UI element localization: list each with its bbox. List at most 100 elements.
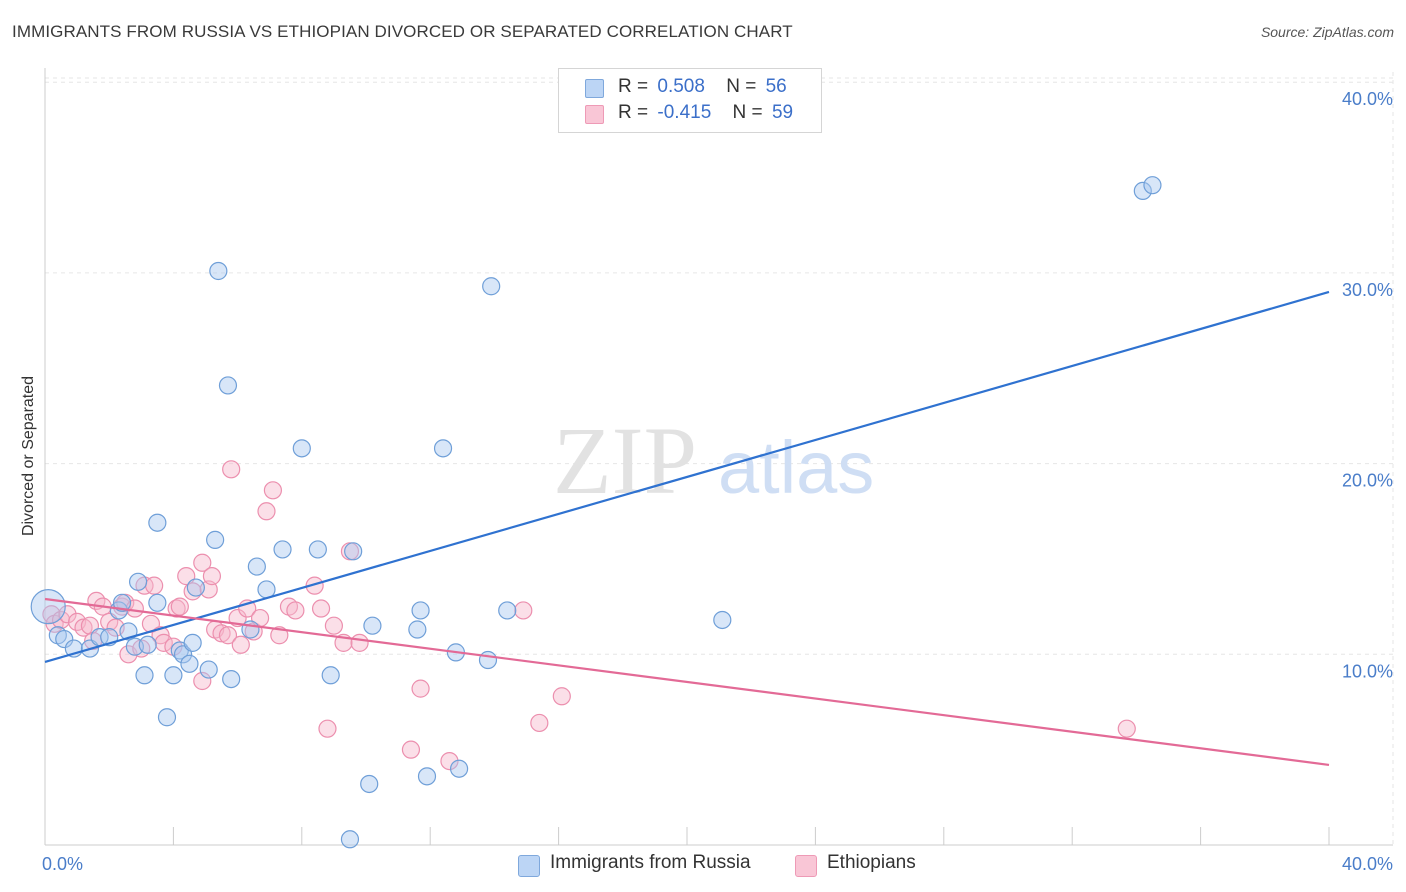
ethiopians-point bbox=[257, 502, 276, 521]
russia-point bbox=[138, 635, 157, 654]
watermark-atlas: atlas bbox=[718, 426, 874, 509]
russia-point bbox=[247, 557, 266, 576]
russia-point bbox=[321, 666, 340, 685]
russia-point bbox=[157, 708, 177, 727]
correlation-legend: R = 0.508 N = 56 R = -0.415 N = 59 bbox=[558, 68, 822, 133]
legend-swatch-ethiopians bbox=[585, 105, 604, 124]
ethiopians-point bbox=[350, 633, 369, 652]
y-tick-label: 20.0% bbox=[1342, 471, 1393, 491]
ethiopians-point bbox=[263, 481, 283, 500]
russia-point bbox=[180, 654, 199, 673]
russia-point bbox=[482, 277, 501, 296]
x-tick-label: 40.0% bbox=[1342, 854, 1393, 874]
russia-point bbox=[273, 540, 292, 559]
russia-point bbox=[433, 439, 453, 458]
ethiopians-point bbox=[218, 626, 238, 645]
russia-point bbox=[449, 759, 469, 778]
russia-point bbox=[206, 530, 225, 549]
ethiopians-point bbox=[193, 553, 212, 572]
russia-point bbox=[408, 620, 427, 639]
bottom-legend-swatch-russia bbox=[518, 855, 540, 877]
russia-point bbox=[241, 620, 260, 639]
russia-point bbox=[112, 593, 132, 612]
russia-point bbox=[148, 593, 167, 612]
russia-point bbox=[411, 601, 430, 620]
ethiopians-trend-line bbox=[44, 597, 1330, 766]
russia-point bbox=[713, 610, 732, 630]
chart-title: IMMIGRANTS FROM RUSSIA VS ETHIOPIAN DIVO… bbox=[12, 22, 793, 41]
x-tick-label: 0.0% bbox=[42, 854, 83, 874]
ethiopians-point bbox=[514, 601, 533, 620]
russia-point bbox=[308, 540, 327, 559]
tick-labels: 10.0% 20.0% 30.0% 40.0% 0.0% 40.0% bbox=[42, 89, 1393, 874]
russia-point bbox=[292, 439, 311, 458]
ethiopians-point bbox=[1117, 719, 1136, 738]
watermark-zip: ZIP bbox=[553, 407, 697, 514]
watermark: ZIP atlas bbox=[553, 407, 874, 514]
russia-point bbox=[340, 830, 360, 849]
ethiopians-point bbox=[154, 633, 173, 652]
russia-point bbox=[222, 669, 241, 689]
russia-point bbox=[128, 572, 148, 591]
russia-point bbox=[209, 261, 228, 281]
russia-point bbox=[199, 660, 218, 679]
y-axis-label: Divorced or Separated bbox=[20, 376, 37, 536]
russia-point bbox=[164, 666, 183, 685]
ethiopians-point bbox=[202, 567, 222, 586]
bottom-legend-label-ethiopians: Ethiopians bbox=[827, 852, 916, 873]
y-tick-label: 30.0% bbox=[1342, 280, 1393, 300]
ethiopians-point bbox=[170, 597, 189, 616]
ethiopians-point bbox=[411, 679, 430, 698]
ethiopians-point bbox=[193, 671, 212, 691]
legend-n-label: N = bbox=[726, 76, 757, 97]
bottom-legend-label-russia: Immigrants from Russia bbox=[550, 852, 751, 873]
ethiopians-point bbox=[286, 601, 305, 620]
ethiopians-point bbox=[270, 626, 289, 645]
legend-r-label: R = bbox=[618, 102, 649, 123]
legend-r-label: R = bbox=[618, 76, 649, 97]
legend-n-label: N = bbox=[732, 102, 763, 123]
ethiopians-point bbox=[212, 624, 231, 643]
russia-point bbox=[1133, 181, 1152, 200]
russia-trend-line bbox=[44, 290, 1330, 663]
russia-point bbox=[498, 601, 517, 620]
ethiopians-point bbox=[318, 719, 337, 738]
y-tick-label: 10.0% bbox=[1342, 661, 1393, 681]
legend-swatch-russia bbox=[585, 79, 604, 98]
russia-point bbox=[360, 774, 379, 794]
russia-point bbox=[30, 589, 66, 625]
source-label: Source: ZipAtlas.com bbox=[1260, 24, 1394, 40]
ethiopians-point bbox=[58, 605, 77, 624]
legend-ethiopians-n: 59 bbox=[771, 102, 794, 123]
ethiopians-point bbox=[401, 740, 421, 759]
ethiopians-point bbox=[440, 751, 459, 771]
ethiopians-point bbox=[324, 616, 343, 635]
ethiopians-point bbox=[231, 635, 250, 654]
russia-point bbox=[344, 542, 363, 561]
axes: Divorced or Separated bbox=[20, 68, 1393, 846]
russia-point bbox=[183, 633, 202, 652]
russia-point bbox=[478, 650, 498, 670]
ethiopians-points bbox=[42, 460, 1136, 771]
ethiopians-point bbox=[222, 460, 241, 479]
russia-point bbox=[417, 767, 437, 786]
bottom-legend-swatch-ethiopians bbox=[795, 855, 817, 877]
ethiopians-point bbox=[74, 618, 93, 637]
russia-point bbox=[186, 578, 205, 597]
ethiopians-point bbox=[145, 576, 164, 595]
legend-ethiopians-r: -0.415 bbox=[657, 102, 712, 123]
russia-point bbox=[1143, 176, 1162, 195]
legend-russia-n: 56 bbox=[765, 76, 787, 97]
legend-russia-r: 0.508 bbox=[657, 76, 705, 97]
ethiopians-point bbox=[311, 599, 331, 618]
russia-point bbox=[363, 616, 382, 635]
ethiopians-point bbox=[552, 687, 571, 706]
russia-point bbox=[148, 513, 167, 532]
ethiopians-point bbox=[530, 713, 549, 733]
trend-lines bbox=[44, 290, 1330, 766]
russia-point bbox=[55, 629, 74, 649]
russia-points bbox=[30, 176, 1162, 849]
russia-point bbox=[218, 376, 238, 395]
y-tick-label: 40.0% bbox=[1342, 89, 1393, 109]
